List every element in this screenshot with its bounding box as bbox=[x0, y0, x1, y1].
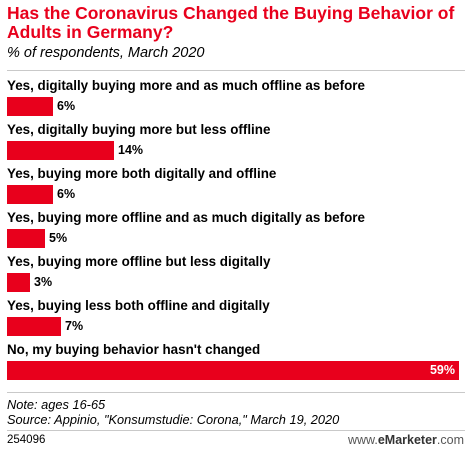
category-label: No, my buying behavior hasn't changed bbox=[7, 342, 261, 357]
brand-prefix: www. bbox=[347, 433, 378, 447]
brand-name: eMarketer bbox=[377, 433, 437, 447]
top-divider bbox=[7, 70, 465, 71]
category-label: Yes, digitally buying more and as much o… bbox=[7, 78, 365, 93]
category-label: Yes, buying more offline but less digita… bbox=[7, 254, 271, 269]
bar bbox=[7, 273, 30, 292]
brand-link[interactable]: www.eMarketer.com bbox=[348, 432, 464, 448]
bottom-divider bbox=[7, 392, 465, 393]
category-label: Yes, buying less both offline and digita… bbox=[7, 298, 270, 313]
chart-subtitle: % of respondents, March 2020 bbox=[7, 45, 205, 61]
value-label: 6% bbox=[57, 99, 76, 113]
value-label: 3% bbox=[34, 275, 53, 289]
category-label: Yes, digitally buying more but less offl… bbox=[7, 122, 271, 137]
bar bbox=[7, 97, 53, 116]
bar bbox=[7, 317, 61, 336]
category-label: Yes, buying more offline and as much dig… bbox=[7, 210, 365, 225]
value-label: 14% bbox=[118, 143, 144, 157]
bar bbox=[7, 185, 53, 204]
bar bbox=[7, 361, 459, 380]
bar bbox=[7, 141, 114, 160]
chart-note: Note: ages 16-65 bbox=[7, 397, 106, 412]
value-label: 7% bbox=[65, 319, 84, 333]
chart-title: Has the Coronavirus Changed the Buying B… bbox=[7, 3, 455, 42]
value-label: 5% bbox=[49, 231, 68, 245]
value-label: 6% bbox=[57, 187, 76, 201]
bar bbox=[7, 229, 45, 248]
footer-divider bbox=[7, 430, 465, 431]
chart-id: 254096 bbox=[7, 434, 46, 446]
chart-source: Source: Appinio, "Konsumstudie: Corona,"… bbox=[7, 412, 340, 427]
brand-suffix: .com bbox=[436, 433, 464, 447]
category-label: Yes, buying more both digitally and offl… bbox=[7, 166, 277, 181]
value-label: 59% bbox=[429, 363, 455, 377]
